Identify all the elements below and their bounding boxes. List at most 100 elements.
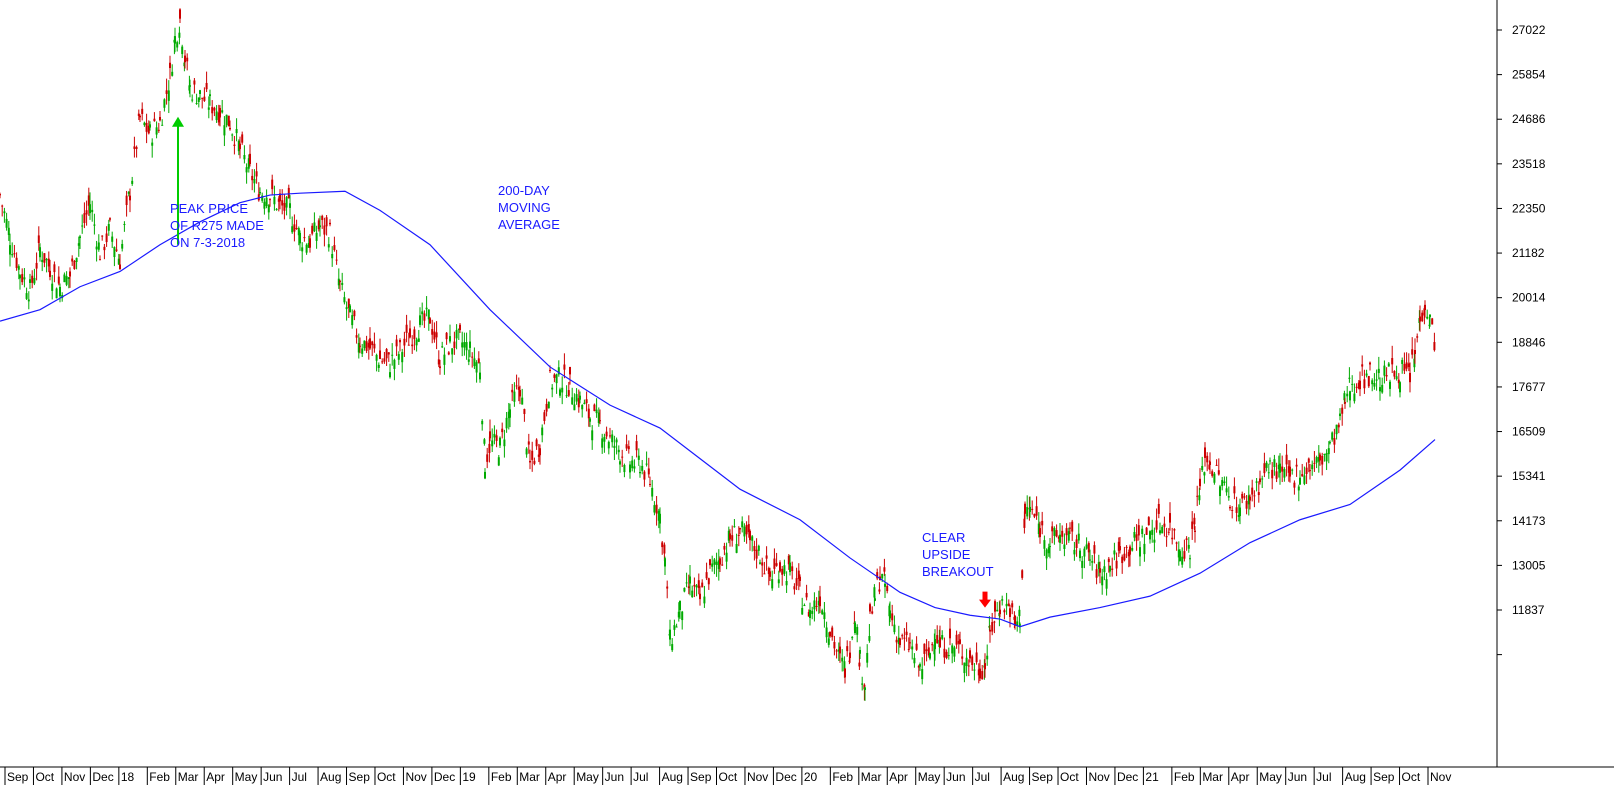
price-bar-body [701, 582, 704, 588]
price-bar-body [1129, 546, 1131, 555]
price-bar-body [499, 437, 501, 446]
price-bar-body [23, 277, 26, 280]
price-bar-body [673, 625, 676, 630]
x-tick-label: Oct [1402, 770, 1421, 784]
price-bar-body [955, 634, 958, 645]
price-bar-body [1414, 350, 1416, 355]
price-bar-body [189, 85, 191, 87]
price-bar-body [423, 313, 426, 321]
price-bar-body [1351, 383, 1354, 385]
price-bar-body [911, 646, 914, 650]
peak-arrowhead-icon [172, 116, 184, 127]
price-bar-body [957, 640, 960, 644]
price-bar-body [385, 349, 388, 359]
x-tick-label: Jul [975, 770, 990, 784]
price-bar-body [125, 195, 128, 206]
price-bar-body [255, 171, 258, 177]
price-bar-body [353, 310, 356, 317]
price-bar-body [703, 596, 706, 604]
price-bar-body [895, 639, 898, 643]
price-bar-body [999, 609, 1001, 615]
price-bar-body [977, 669, 980, 676]
ma-label-1: 200-DAY [498, 183, 550, 198]
price-bar-body [664, 558, 666, 567]
price-bar-body [1215, 464, 1218, 466]
price-bar-body [1387, 363, 1390, 367]
price-bar-body [178, 32, 181, 38]
price-bar-body [221, 110, 224, 113]
x-tick-label: Sep [1032, 770, 1054, 784]
price-bar-body [509, 409, 511, 418]
price-bar-body [1193, 517, 1196, 525]
price-bar-body [271, 179, 274, 190]
price-bar-body [371, 341, 374, 346]
price-bar-body [779, 562, 781, 572]
price-bar-body [1208, 464, 1211, 470]
price-bar-body [555, 374, 558, 384]
price-bar-body [763, 573, 766, 575]
x-tick-label: Mar [1202, 770, 1223, 784]
price-bar-body [1377, 368, 1380, 374]
price-bar-body [53, 264, 56, 273]
price-bar-body [1357, 382, 1360, 389]
price-bar-body [213, 107, 216, 111]
price-bar-body [457, 328, 460, 330]
price-bar-body [467, 359, 470, 362]
price-bar-body [171, 71, 174, 76]
price-bar-body [373, 343, 376, 349]
price-bar-body [769, 571, 771, 577]
price-bar-body [1095, 569, 1098, 578]
price-bar-body [639, 471, 641, 474]
x-tick-label: May [235, 770, 258, 784]
price-bar-body [961, 656, 964, 659]
price-bar-body [683, 587, 686, 592]
price-bar-body [203, 96, 206, 101]
price-bar-body [615, 439, 618, 443]
price-bar-body [1281, 466, 1284, 472]
price-bar-body [829, 631, 831, 637]
price-bar-body [641, 465, 644, 471]
price-bar-body [1213, 473, 1216, 483]
price-bar-body [261, 195, 264, 201]
price-bar-body [439, 366, 441, 369]
price-bar-body [1029, 506, 1031, 512]
price-bar-body [1325, 452, 1328, 462]
price-bar-body [939, 637, 941, 648]
price-bar-body [1, 205, 4, 207]
price-bar-body [849, 652, 851, 659]
price-bar-body [1123, 553, 1126, 561]
price-bar-body [133, 146, 136, 149]
price-bar-body [121, 243, 124, 249]
price-bar-body [799, 576, 801, 581]
price-bar-body [1297, 486, 1300, 491]
price-bar-body [775, 563, 778, 566]
price-bar-body [1026, 507, 1029, 517]
price-bar-body [531, 450, 534, 460]
x-tick-label: Mar [519, 770, 540, 784]
price-bar-body [473, 358, 476, 367]
price-bar-body [525, 448, 528, 455]
price-bar-body [129, 195, 131, 201]
price-bar-body [1087, 543, 1090, 553]
price-bar-body [1053, 528, 1056, 536]
price-bar-body [533, 460, 536, 464]
price-bar-body [573, 404, 576, 411]
price-bar-body [1077, 533, 1080, 541]
price-bar-body [1031, 508, 1034, 510]
price-bar-body [429, 318, 431, 324]
price-bar-body [1319, 454, 1321, 461]
price-bar-body [25, 293, 28, 299]
y-tick-label: 20014 [1512, 291, 1546, 305]
price-bar-body [259, 192, 261, 194]
price-bar-body [188, 85, 191, 91]
price-bar-body [295, 227, 298, 229]
price-bar-body [1204, 447, 1206, 458]
price-bar-body [1317, 456, 1320, 462]
price-bar-body [811, 610, 814, 614]
price-bar-body [1263, 463, 1266, 474]
price-bar-body [165, 90, 168, 94]
x-tick-label: 20 [804, 770, 818, 784]
price-bar-body [283, 202, 286, 211]
x-tick-label: Jul [633, 770, 648, 784]
price-bar-body [1187, 544, 1190, 549]
